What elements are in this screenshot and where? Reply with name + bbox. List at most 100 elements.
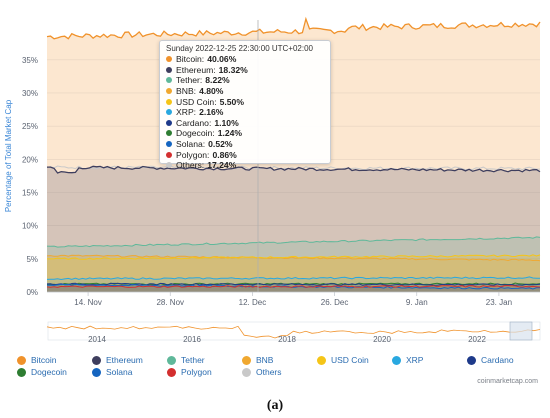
- tooltip-dot: [166, 162, 172, 169]
- series-line-bnb[interactable]: [46, 254, 541, 262]
- figure-caption: (a): [0, 398, 550, 414]
- legend-dot: [167, 367, 176, 377]
- legend-dot: [92, 367, 101, 377]
- tooltip-dot: [166, 66, 172, 73]
- legend-label: Ethereum: [106, 355, 143, 365]
- tooltip-row: Solana: 0.52%: [166, 139, 324, 150]
- area-ethereum: [47, 166, 540, 292]
- series-line-tether[interactable]: [46, 236, 541, 248]
- series-line-ethereum[interactable]: [47, 165, 541, 174]
- y-tick-label: 5%: [26, 255, 38, 264]
- tooltip-series-name: Others:: [176, 160, 205, 171]
- tooltip-series-value: 0.86%: [212, 149, 237, 160]
- legend-label: Cardano: [481, 355, 514, 365]
- navigator-line: [46, 325, 541, 339]
- tooltip-series-value: 0.52%: [208, 139, 233, 150]
- tooltip-row: Bitcoin: 40.06%: [166, 54, 324, 65]
- tooltip-dot: [166, 109, 172, 116]
- x-tick-label: 26. Dec: [321, 298, 349, 307]
- legend-dot: [392, 355, 401, 365]
- legend-item-bnb[interactable]: BNB: [242, 355, 273, 365]
- tooltip-series-value: 1.10%: [214, 117, 239, 128]
- navigator-year-label: 2020: [373, 335, 391, 344]
- tooltip-series-name: Cardano:: [176, 117, 212, 128]
- tooltip-row: USD Coin: 5.50%: [166, 96, 324, 107]
- legend-label: Others: [256, 367, 282, 377]
- navigator-year-label: 2018: [278, 335, 296, 344]
- series-line-cardano[interactable]: [46, 282, 541, 286]
- legend-dot: [17, 355, 26, 365]
- tooltip-series-name: Tether:: [176, 75, 203, 86]
- tooltip-series-name: Bitcoin:: [176, 54, 205, 65]
- y-tick-label: 35%: [22, 56, 38, 65]
- tooltip-dot: [166, 88, 172, 95]
- tooltip-series-value: 18.32%: [218, 64, 248, 75]
- x-tick-label: 14. Nov: [74, 298, 102, 307]
- legend-item-bitcoin[interactable]: Bitcoin: [17, 355, 57, 365]
- tooltip-dot: [166, 141, 172, 148]
- tooltip-row: Cardano: 1.10%: [166, 118, 324, 129]
- hover-tooltip: Sunday 2022-12-25 22:30:00 UTC+02:00 Bit…: [159, 40, 331, 170]
- x-axis-ticks: 14. Nov 28. Nov 12. Dec 26. Dec 9. Jan 23. Ja…: [47, 291, 540, 307]
- tooltip-row: XRP: 2.16%: [166, 107, 324, 118]
- tooltip-title: Sunday 2022-12-25 22:30:00 UTC+02:00: [166, 44, 313, 53]
- tooltip-dot: [166, 151, 172, 158]
- legend-dot: [317, 355, 326, 365]
- legend-item-xrp[interactable]: XRP: [392, 355, 423, 365]
- tooltip-series-value: 8.22%: [205, 75, 230, 86]
- legend-dot: [17, 367, 26, 377]
- y-tick-label: 0%: [26, 288, 38, 297]
- legend-dot: [167, 355, 176, 365]
- legend-label: BNB: [256, 355, 274, 365]
- tooltip-row: Tether: 8.22%: [166, 75, 324, 86]
- x-tick-label: 28. Nov: [156, 298, 184, 307]
- legend-label: Bitcoin: [31, 355, 57, 365]
- y-tick-label: 10%: [22, 222, 38, 231]
- series-line-others[interactable]: [46, 165, 540, 171]
- x-tick-label: 23. Jan: [486, 298, 512, 307]
- series-lines: [46, 16, 541, 290]
- tooltip-rows: Bitcoin: 40.06% Ethereum: 18.32% Tether: 8.22…: [166, 54, 324, 171]
- navigator-year-label: 2016: [183, 335, 201, 344]
- legend-item-tether[interactable]: Tether: [167, 355, 205, 365]
- navigator-selection-window[interactable]: [509, 321, 533, 341]
- tooltip-series-name: USD Coin:: [176, 96, 217, 107]
- legend-dot: [92, 355, 101, 365]
- x-tick-label: 9. Jan: [406, 298, 428, 307]
- legend-item-ethereum[interactable]: Ethereum: [92, 355, 143, 365]
- legend-item-solana[interactable]: Solana: [92, 367, 132, 377]
- legend-label: Tether: [181, 355, 205, 365]
- tooltip-row: Others: 17.24%: [166, 160, 324, 171]
- tooltip-series-value: 2.16%: [199, 107, 224, 118]
- series-line-polygon[interactable]: [46, 285, 541, 288]
- legend-item-dogecoin[interactable]: Dogecoin: [17, 367, 67, 377]
- tooltip-series-value: 1.24%: [217, 128, 243, 139]
- legend-dot: [467, 355, 476, 365]
- legend-item-polygon[interactable]: Polygon: [167, 367, 212, 377]
- legend-item-cardano[interactable]: Cardano: [467, 355, 514, 365]
- series-line-usd-coin[interactable]: [46, 254, 541, 260]
- tooltip-series-value: 4.80%: [199, 86, 224, 97]
- legend-dot: [242, 367, 251, 377]
- tooltip-series-value: 5.50%: [219, 96, 244, 107]
- legend-label: USD Coin: [331, 355, 369, 365]
- legend-label: Dogecoin: [31, 367, 67, 377]
- tooltip-dot: [166, 77, 172, 84]
- legend-item-usd-coin[interactable]: USD Coin: [317, 355, 369, 365]
- area-usd-coin: [47, 254, 540, 292]
- tooltip-dot: [166, 119, 172, 126]
- legend-item-others[interactable]: Others: [242, 367, 282, 377]
- brand-watermark: coinmarketcap.com: [477, 378, 538, 385]
- tooltip-dot: [166, 56, 172, 63]
- navigator-year-label: 2014: [88, 335, 106, 344]
- series-line-solana[interactable]: [47, 283, 540, 290]
- navigator-year-label: 2022: [468, 335, 486, 344]
- tooltip-series-name: Solana:: [176, 139, 206, 150]
- legend-label: XRP: [406, 355, 424, 365]
- range-navigator[interactable]: 2014 2016 2018 2020 2022: [46, 321, 541, 344]
- y-tick-label: 25%: [22, 122, 38, 131]
- tooltip-series-name: Dogecoin:: [176, 128, 215, 139]
- legend-label: Solana: [106, 367, 133, 377]
- series-line-bitcoin[interactable]: [46, 16, 541, 40]
- series-line-xrp[interactable]: [46, 276, 541, 281]
